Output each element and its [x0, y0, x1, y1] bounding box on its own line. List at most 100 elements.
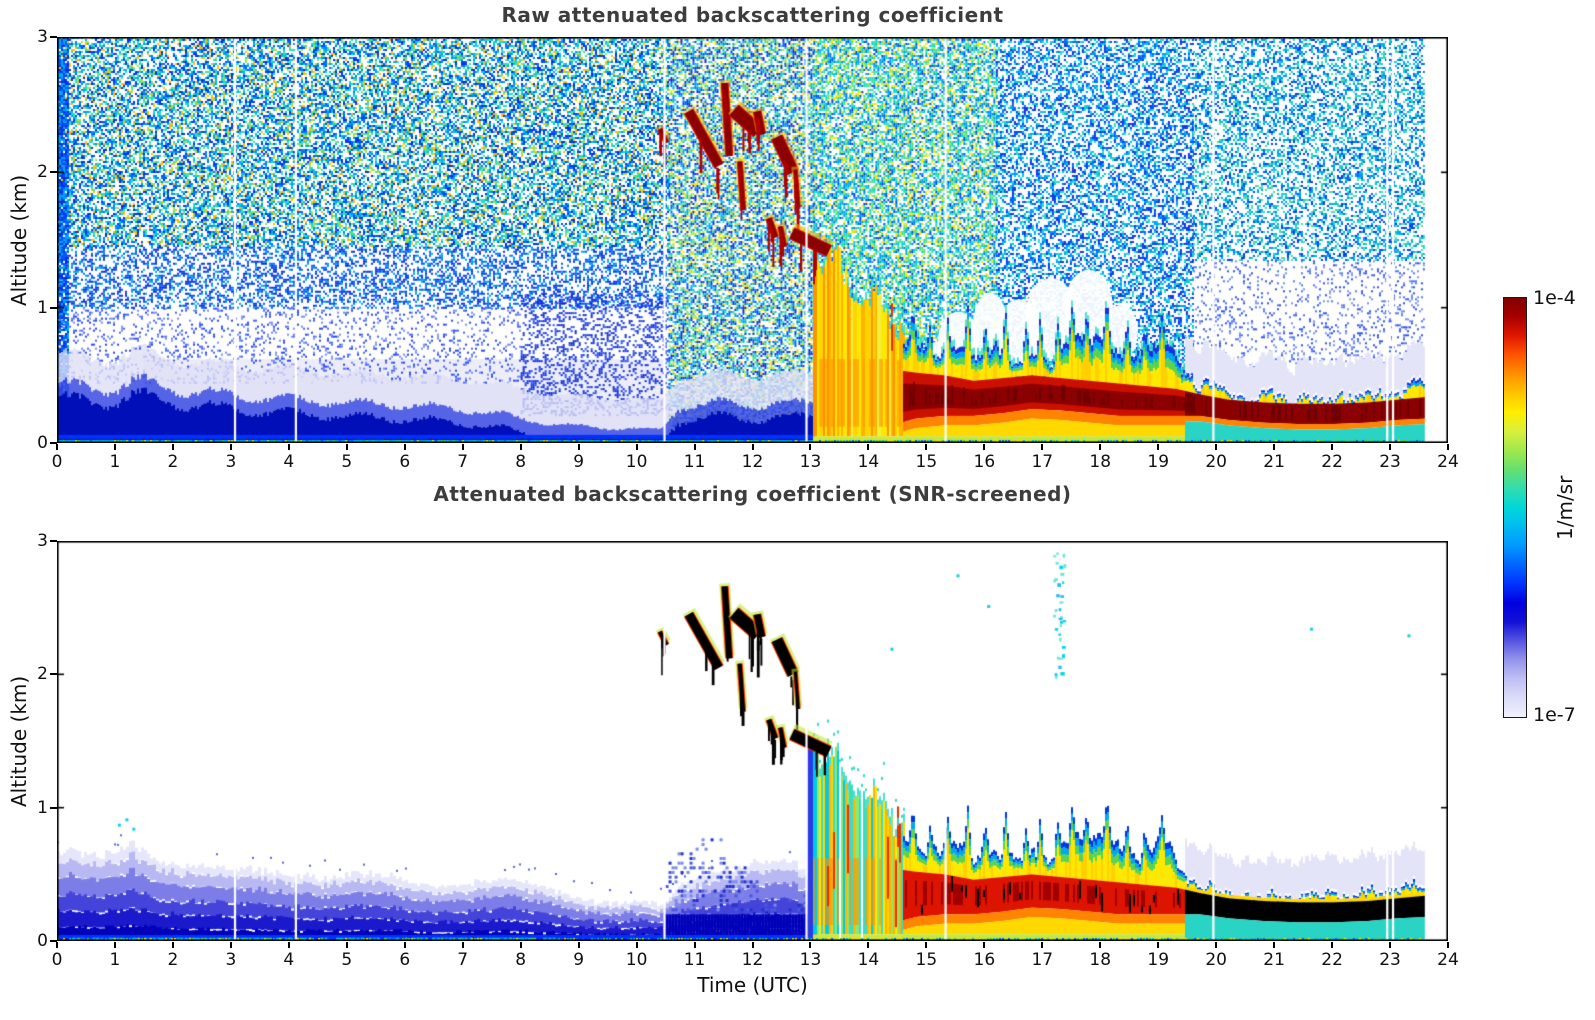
x-tick-label: 5 [341, 452, 353, 472]
x-tick-mark [635, 942, 638, 948]
x-tick-mark [693, 942, 696, 948]
x-tick-mark [345, 444, 348, 450]
x-tick-mark [229, 942, 232, 948]
x-tick-label: 17 [1031, 452, 1054, 472]
y-tick-label: 3 [37, 531, 48, 551]
x-tick-label: 20 [1205, 950, 1227, 970]
x-tick-label: 15 [915, 950, 938, 970]
x-tick-label: 17 [1031, 950, 1054, 970]
x-tick-mark [113, 942, 116, 948]
y-tick-label: 2 [37, 664, 48, 685]
x-tick-mark [461, 942, 464, 948]
x-tick-mark [113, 444, 116, 450]
x-tick-mark [403, 942, 406, 948]
x-tick-mark [1447, 942, 1449, 948]
x-tick-label: 11 [683, 452, 706, 472]
x-tick-mark [229, 444, 232, 450]
colorbar-max-label: 1e-4 [1533, 287, 1576, 309]
raw-panel-title: Raw attenuated backscattering coefficien… [501, 3, 1004, 27]
x-tick-label: 0 [51, 950, 63, 970]
x-tick-label: 18 [1089, 452, 1112, 472]
y-tick-label: 2 [37, 162, 48, 183]
x-tick-mark [1215, 444, 1218, 450]
x-tick-mark [1041, 942, 1044, 948]
y-tick-label: 3 [37, 27, 48, 47]
x-tick-mark [1099, 444, 1102, 450]
x-tick-label: 2 [167, 452, 179, 472]
x-tick-mark [751, 942, 754, 948]
screened-heatmap-canvas [57, 541, 1448, 941]
x-tick-label: 16 [973, 452, 996, 472]
y-tick-label: 1 [37, 297, 48, 318]
x-tick-label: 16 [973, 950, 996, 970]
y-tick-label: 0 [37, 433, 48, 453]
x-tick-mark [1041, 444, 1044, 450]
x-tick-label: 3 [225, 950, 237, 970]
x-tick-mark [983, 942, 986, 948]
x-tick-label: 22 [1321, 452, 1343, 472]
x-tick-label: 18 [1089, 950, 1112, 970]
x-tick-mark [1447, 444, 1449, 450]
x-tick-mark [577, 444, 580, 450]
x-tick-label: 23 [1379, 452, 1401, 472]
x-tick-mark [403, 444, 406, 450]
x-tick-label: 13 [799, 950, 822, 970]
x-tick-label: 1 [109, 452, 121, 472]
x-tick-mark [287, 942, 290, 948]
x-tick-mark [809, 444, 812, 450]
x-tick-mark [171, 444, 174, 450]
x-tick-label: 5 [341, 950, 353, 970]
x-tick-mark [1215, 942, 1218, 948]
x-tick-mark [1273, 942, 1276, 948]
x-tick-mark [1331, 942, 1334, 948]
x-tick-label: 9 [573, 452, 585, 472]
y-tick-label: 0 [37, 931, 48, 951]
x-tick-mark [983, 444, 986, 450]
x-tick-label: 8 [515, 950, 527, 970]
x-tick-label: 21 [1263, 950, 1285, 970]
y-tick-mark [50, 306, 57, 309]
y-tick-mark [50, 540, 57, 542]
x-tick-mark [56, 942, 58, 948]
x-tick-label: 20 [1205, 452, 1227, 472]
x-tick-mark [345, 942, 348, 948]
x-tick-label: 11 [683, 950, 706, 970]
screened-panel-title: Attenuated backscattering coefficient (S… [433, 482, 1072, 506]
x-tick-mark [1389, 444, 1392, 450]
x-tick-label: 14 [857, 950, 880, 970]
x-tick-mark [519, 444, 522, 450]
x-tick-label: 19 [1147, 452, 1170, 472]
x-tick-mark [519, 942, 522, 948]
x-tick-label: 2 [167, 950, 179, 970]
x-tick-mark [1099, 942, 1102, 948]
x-tick-mark [809, 942, 812, 948]
x-tick-mark [577, 942, 580, 948]
x-tick-label: 8 [515, 452, 527, 472]
x-tick-label: 24 [1437, 950, 1459, 970]
x-tick-label: 4 [283, 950, 295, 970]
colorbar-min-label: 1e-7 [1533, 704, 1576, 726]
x-tick-label: 23 [1379, 950, 1401, 970]
x-tick-mark [56, 444, 58, 450]
x-tick-label: 4 [283, 452, 295, 472]
y-tick-mark [50, 673, 57, 676]
y-tick-mark [50, 171, 57, 174]
x-tick-mark [1157, 444, 1160, 450]
x-tick-mark [461, 444, 464, 450]
x-tick-label: 3 [225, 452, 237, 472]
x-tick-label: 10 [625, 452, 648, 472]
x-tick-mark [635, 444, 638, 450]
x-tick-mark [867, 444, 870, 450]
screened-y-axis-label: Altitude (km) [7, 675, 31, 807]
x-tick-mark [693, 444, 696, 450]
y-tick-mark [50, 442, 57, 444]
x-tick-label: 19 [1147, 950, 1170, 970]
x-tick-label: 7 [457, 452, 469, 472]
raw-heatmap-canvas [57, 37, 1448, 443]
x-tick-label: 22 [1321, 950, 1343, 970]
x-tick-mark [171, 942, 174, 948]
y-tick-label: 1 [37, 797, 48, 818]
x-tick-label: 24 [1437, 452, 1459, 472]
x-tick-mark [751, 444, 754, 450]
colorbar [1503, 297, 1527, 718]
